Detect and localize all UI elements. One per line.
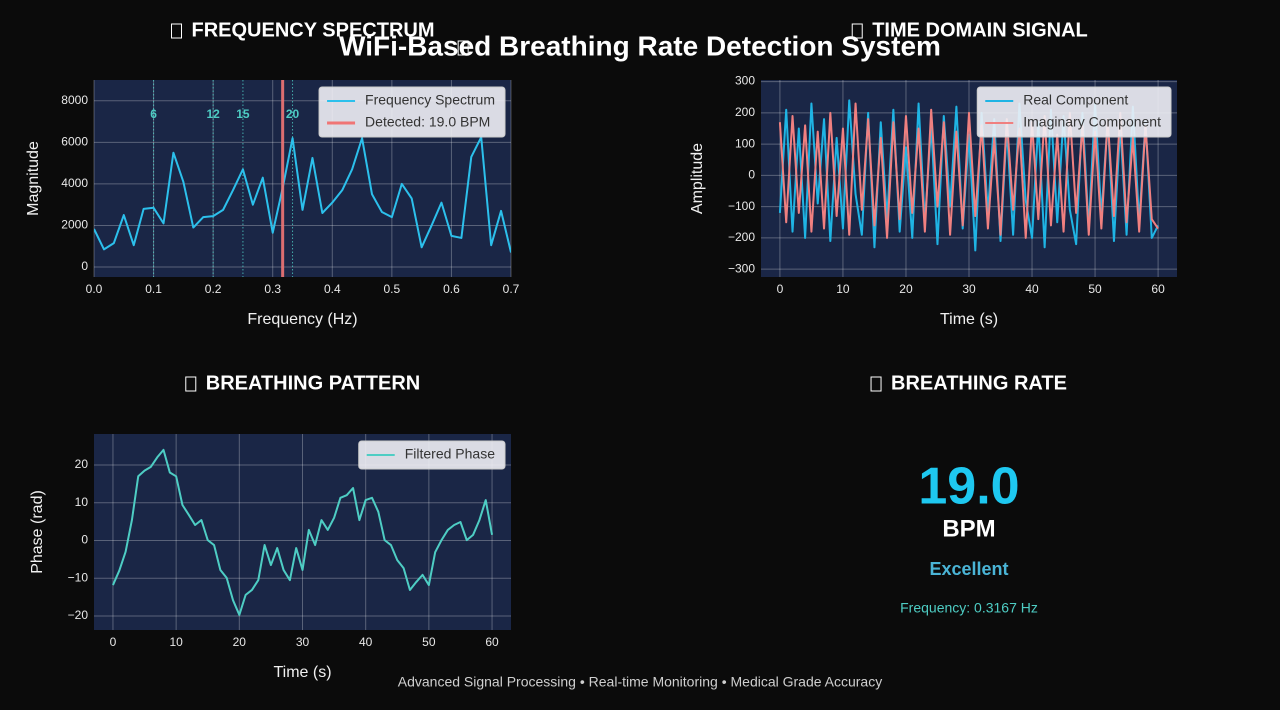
rate-frequency: Frequency: 0.3167 Hz [900, 600, 1038, 616]
series-line [94, 136, 511, 253]
x-tick-label: 60 [485, 635, 499, 649]
legend-label: Detected: 19.0 BPM [365, 114, 490, 130]
y-tick-label: 0 [81, 533, 88, 547]
y-tick-label: 100 [735, 136, 755, 150]
y-tick-label: −200 [728, 230, 755, 244]
x-tick-label: 0.4 [324, 282, 341, 296]
legend-box [358, 440, 506, 470]
legend-label: Frequency Spectrum [365, 92, 495, 108]
x-tick-label: 10 [836, 282, 850, 296]
y-tick-label: −300 [728, 261, 755, 275]
x-tick-label: 60 [1151, 282, 1165, 296]
x-axis-label: Frequency (Hz) [247, 311, 357, 328]
icon-placeholder [870, 376, 882, 392]
x-tick-label: 20 [233, 635, 247, 649]
y-tick-label: 300 [735, 74, 755, 88]
x-tick-label: 0.1 [145, 282, 162, 296]
y-tick-label: 20 [75, 457, 89, 471]
y-tick-label: 0 [748, 168, 755, 182]
y-tick-label: 8000 [61, 93, 88, 107]
y-tick-label: 10 [75, 495, 89, 509]
y-tick-label: 200 [735, 105, 755, 119]
x-tick-label: 40 [359, 635, 373, 649]
plot-lines [112, 448, 494, 616]
main-title: WiFi-Based Breathing Rate Detection Syst… [339, 30, 941, 61]
reference-label: 15 [236, 107, 250, 121]
plot-lines [94, 136, 511, 253]
x-axis-label: Time (s) [273, 664, 331, 681]
y-tick-label: 0 [81, 259, 88, 273]
panel-title: BREATHING PATTERN [206, 372, 420, 394]
y-tick-label: 2000 [61, 218, 88, 232]
x-tick-label: 20 [899, 282, 913, 296]
legend-label: Imaginary Component [1023, 114, 1161, 130]
x-tick-label: 0.0 [86, 282, 103, 296]
footer: Advanced Signal Processing • Real-time M… [398, 674, 882, 690]
y-tick-label: 4000 [61, 176, 88, 190]
reference-label: 12 [206, 107, 220, 121]
reference-label: 20 [286, 107, 300, 121]
icon-placeholder [171, 23, 182, 39]
x-tick-label: 0.5 [384, 282, 401, 296]
rate-value: 19.0 [918, 458, 1019, 516]
icon-placeholder [457, 40, 469, 56]
x-tick-label: 0 [777, 282, 784, 296]
legend-label: Filtered Phase [405, 446, 495, 462]
icon-placeholder [185, 376, 197, 392]
legend-box [318, 86, 506, 138]
x-tick-label: 50 [1088, 282, 1102, 296]
panel-title: TIME DOMAIN SIGNAL [872, 19, 1088, 41]
panel-title: BREATHING RATE [891, 372, 1067, 394]
rate-unit: BPM [942, 515, 995, 542]
x-tick-label: 0.2 [205, 282, 222, 296]
x-tick-label: 40 [1025, 282, 1039, 296]
y-axis-label: Magnitude [25, 141, 42, 216]
rate-status: Excellent [929, 559, 1008, 579]
panel-title: FREQUENCY SPECTRUM [192, 19, 435, 41]
x-tick-label: 30 [962, 282, 976, 296]
legend-label: Real Component [1023, 92, 1128, 108]
x-tick-label: 0 [110, 635, 117, 649]
x-tick-label: 30 [296, 635, 310, 649]
y-tick-label: 6000 [61, 135, 88, 149]
legend: Frequency Spectrum Detected: 19.0 BPM [318, 86, 506, 138]
legend: Real Component Imaginary Component [976, 86, 1172, 138]
y-axis-label: Amplitude [689, 143, 706, 214]
x-tick-label: 0.6 [443, 282, 460, 296]
legend: Filtered Phase [358, 440, 506, 470]
x-tick-label: 10 [169, 635, 183, 649]
legend-box [976, 86, 1172, 138]
y-axis-label: Phase (rad) [29, 490, 46, 574]
x-axis-label: Time (s) [940, 311, 998, 328]
y-tick-label: −10 [68, 570, 89, 584]
y-tick-label: −20 [68, 608, 89, 622]
x-tick-label: 0.3 [264, 282, 281, 296]
x-tick-label: 0.7 [503, 282, 520, 296]
icon-placeholder [851, 23, 863, 39]
y-tick-label: −100 [728, 199, 755, 213]
reference-label: 6 [150, 107, 157, 121]
x-tick-label: 50 [422, 635, 436, 649]
series-line [112, 448, 494, 616]
